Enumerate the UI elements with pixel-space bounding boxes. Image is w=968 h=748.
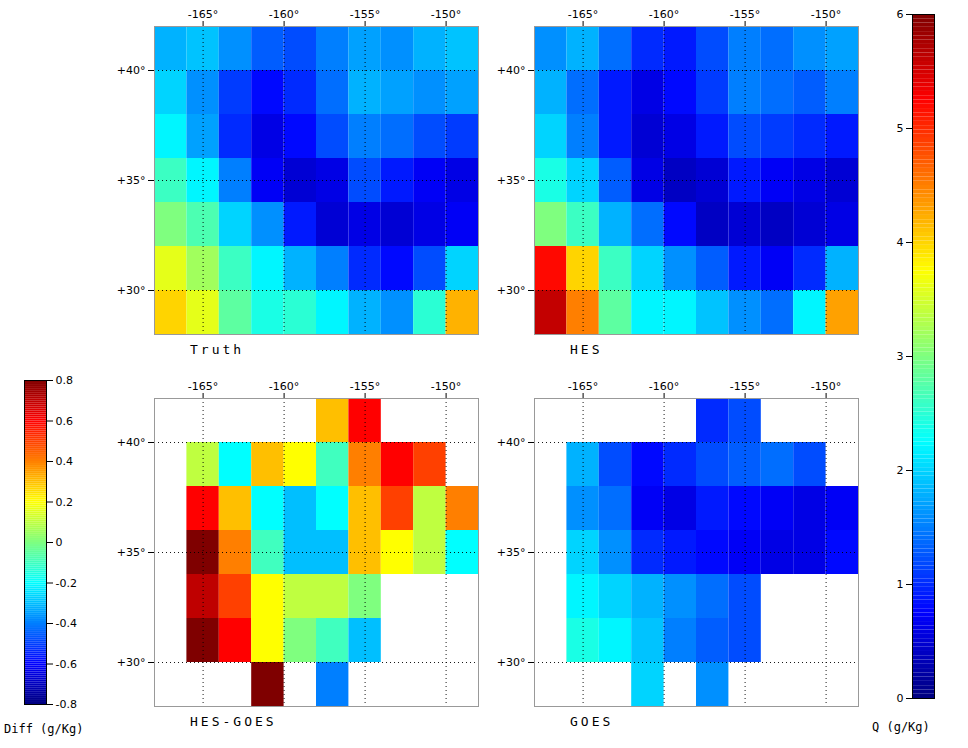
svg-text:-155°: -155° (350, 380, 380, 393)
svg-text:6: 6 (897, 8, 904, 21)
svg-text:-155°: -155° (350, 8, 380, 21)
svg-text:0.4: 0.4 (56, 455, 74, 468)
svg-text:-0.8: -0.8 (56, 698, 77, 711)
svg-text:-165°: -165° (188, 8, 218, 21)
svg-text:+30°: +30° (497, 284, 526, 297)
svg-text:-155°: -155° (730, 380, 760, 393)
svg-text:-155°: -155° (730, 8, 760, 21)
svg-text:+40°: +40° (497, 436, 526, 449)
svg-text:-150°: -150° (811, 8, 841, 21)
svg-text:+30°: +30° (117, 284, 146, 297)
svg-text:-160°: -160° (269, 8, 299, 21)
svg-text:+30°: +30° (117, 656, 146, 669)
svg-text:4: 4 (897, 236, 904, 249)
svg-text:-150°: -150° (431, 8, 461, 21)
svg-text:0: 0 (56, 536, 63, 549)
svg-text:+30°: +30° (497, 656, 526, 669)
svg-text:+35°: +35° (497, 174, 526, 187)
svg-text:1: 1 (897, 578, 904, 591)
svg-text:-160°: -160° (269, 380, 299, 393)
svg-text:-165°: -165° (568, 8, 598, 21)
svg-text:-165°: -165° (568, 380, 598, 393)
svg-text:2: 2 (897, 464, 904, 477)
html-text:HES-GOES: HES-GOES (190, 714, 277, 729)
svg-text:0: 0 (897, 692, 904, 705)
svg-text:+40°: +40° (497, 64, 526, 77)
svg-text:0.2: 0.2 (56, 496, 74, 509)
svg-text:-165°: -165° (188, 380, 218, 393)
svg-text:+35°: +35° (117, 174, 146, 187)
html-text:HES: HES (570, 342, 603, 357)
html-text:Truth: Truth (190, 342, 245, 357)
svg-text:-150°: -150° (811, 380, 841, 393)
svg-text:0.6: 0.6 (56, 415, 74, 428)
svg-text:3: 3 (897, 350, 904, 363)
svg-text:-0.2: -0.2 (56, 577, 77, 590)
svg-text:+40°: +40° (117, 64, 146, 77)
html-text:Diff (g/Kg): Diff (g/Kg) (4, 722, 84, 736)
html-text:GOES: GOES (570, 714, 614, 729)
svg-text:0.8: 0.8 (56, 374, 74, 387)
svg-text:-150°: -150° (431, 380, 461, 393)
svg-text:5: 5 (897, 122, 904, 135)
svg-text:-0.4: -0.4 (56, 617, 77, 630)
svg-text:-0.6: -0.6 (56, 658, 77, 671)
svg-text:-160°: -160° (649, 380, 679, 393)
svg-text:+35°: +35° (117, 546, 146, 559)
svg-text:+40°: +40° (117, 436, 146, 449)
html-text:Q (g/Kg): Q (g/Kg) (872, 720, 930, 734)
svg-text:-160°: -160° (649, 8, 679, 21)
svg-text:+35°: +35° (497, 546, 526, 559)
